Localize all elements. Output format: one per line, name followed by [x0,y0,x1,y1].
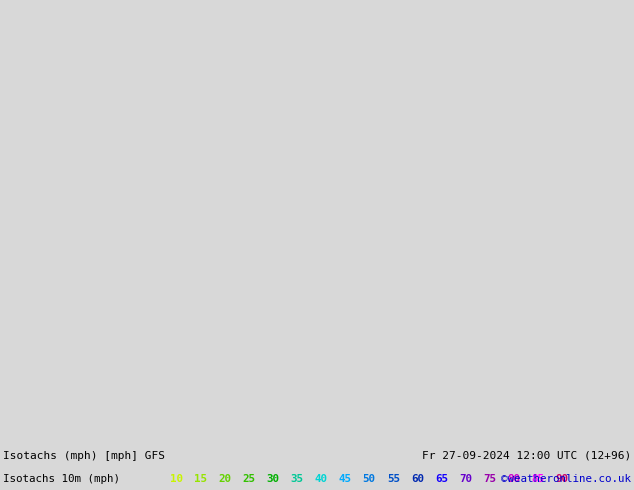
Text: 15: 15 [194,473,207,484]
Text: Isotachs 10m (mph): Isotachs 10m (mph) [3,473,120,484]
Text: 10: 10 [170,473,183,484]
Text: 25: 25 [242,473,255,484]
Text: 85: 85 [531,473,545,484]
Text: 65: 65 [435,473,448,484]
Text: 50: 50 [363,473,376,484]
Text: Isotachs (mph) [mph] GFS: Isotachs (mph) [mph] GFS [3,451,165,461]
Text: 80: 80 [507,473,521,484]
Text: 45: 45 [339,473,352,484]
Text: Fr 27-09-2024 12:00 UTC (12+96): Fr 27-09-2024 12:00 UTC (12+96) [422,451,631,461]
Text: 70: 70 [459,473,472,484]
Text: 30: 30 [266,473,280,484]
Text: 20: 20 [218,473,231,484]
Text: 35: 35 [290,473,304,484]
Text: 60: 60 [411,473,424,484]
Text: 40: 40 [314,473,328,484]
Text: 55: 55 [387,473,400,484]
Text: ©weatheronline.co.uk: ©weatheronline.co.uk [501,473,631,484]
Text: 90: 90 [556,473,569,484]
Text: 75: 75 [483,473,496,484]
